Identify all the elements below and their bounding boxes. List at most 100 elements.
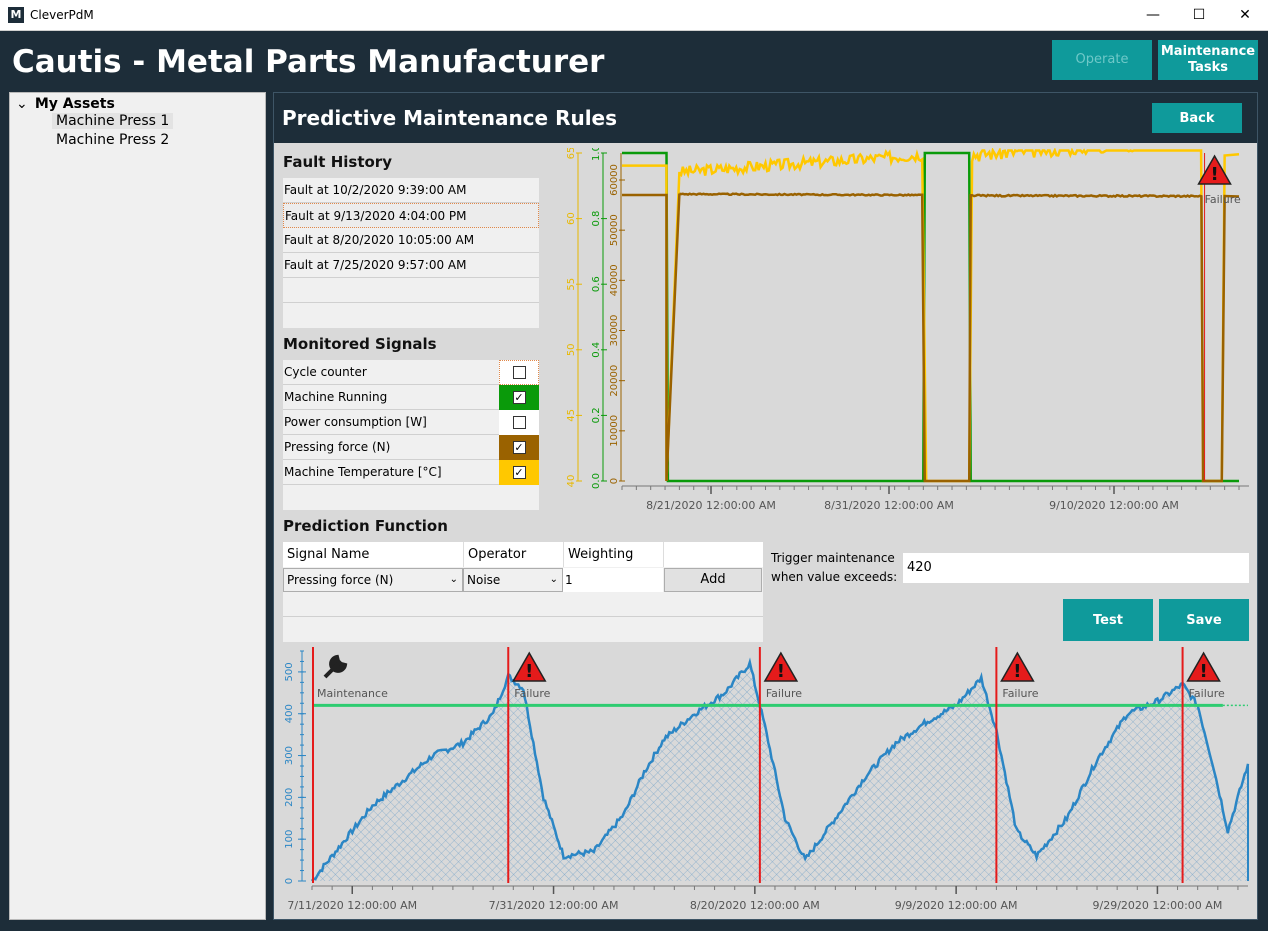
prediction-area [312,662,1248,881]
empty-row [283,592,763,617]
failure-label: Failure [1205,193,1241,206]
x-tick-label: 8/21/2020 12:00:00 AM [646,499,776,512]
warning-mark: ! [1013,661,1021,682]
y-tick-label: 50 [566,343,577,356]
maintenance-tasks-button[interactable]: Maintenance Tasks [1158,40,1258,80]
col-header-signal: Signal Name [283,542,463,567]
y-tick-label: 55 [566,278,577,291]
warning-mark: ! [1199,661,1207,682]
trigger-threshold-input[interactable]: 420 [903,553,1249,583]
fault-row[interactable]: Fault at 7/25/2020 9:57:00 AM [283,253,539,278]
series-machine-temperature [622,148,1240,483]
y-tick-label: 300 [284,746,295,765]
series-pressing-force [622,192,1240,483]
empty-row [283,278,539,303]
y-tick-label: 40 [566,475,577,488]
x-tick-label: 9/9/2020 12:00:00 AM [895,899,1018,912]
signal-color-cell: ✓ [499,460,539,485]
weighting-input[interactable]: 1 [563,568,663,592]
operator-select[interactable]: Noise ⌄ [463,568,563,592]
back-button[interactable]: Back [1152,103,1242,133]
y-tick-label: 10000 [609,415,620,447]
prediction-line [310,657,1250,882]
signal-checkbox[interactable]: ✓ [512,466,526,479]
warning-icon: ! [1186,651,1221,682]
col-header-action [663,542,763,567]
minimize-button[interactable]: — [1146,7,1160,23]
signal-row: Machine Running ✓ [283,385,539,410]
prediction-chart: 0 100 200 300 400 500 7/11/2020 12:00:00 AM 7/3… [276,645,1256,917]
y-tick-label: 400 [284,704,295,723]
y-tick-label: 45 [566,409,577,422]
y-tick-label: 0.8 [591,211,602,227]
y-tick-label: 65 [566,148,577,159]
add-button[interactable]: Add [664,568,762,592]
page-title: Cautis - Metal Parts Manufacturer [12,44,605,80]
x-tick-label: 9/10/2020 12:00:00 AM [1049,499,1179,512]
panel-header: Predictive Maintenance Rules Back [274,93,1257,143]
chevron-down-icon: ⌄ [549,574,558,585]
warning-icon: ! [511,651,547,682]
x-tick-label: 9/29/2020 12:00:00 AM [1093,899,1223,912]
event-label: Failure [1002,687,1038,700]
y-tick-label: 20000 [609,365,620,397]
warning-triangle [1186,651,1221,682]
signal-row: Cycle counter [283,360,539,385]
fault-row[interactable]: Fault at 10/2/2020 9:39:00 AM [283,178,539,203]
signal-color-cell [499,410,539,435]
fault-row[interactable]: Fault at 8/20/2020 10:05:00 AM [283,228,539,253]
warning-icon: ! [1000,651,1035,682]
chevron-down-icon[interactable]: ⌄ [16,96,28,112]
signal-row: Machine Temperature [°C] ✓ [283,460,539,485]
panel-title: Predictive Maintenance Rules [282,106,618,130]
warning-mark: ! [1210,164,1218,185]
operate-button[interactable]: Operate [1052,40,1152,80]
y-tick-label: 1.0 [591,148,602,161]
y-tick-label: 0 [284,878,295,884]
y-tick-label: 60 [566,212,577,225]
save-button[interactable]: Save [1159,599,1249,641]
y-tick-label: 60000 [609,164,620,196]
test-button[interactable]: Test [1063,599,1153,641]
signal-label: Machine Temperature [°C] [284,465,442,479]
x-tick-label: 8/20/2020 12:00:00 AM [690,899,820,912]
event-label: Failure [1189,687,1225,700]
tree-item-machine-press-1[interactable]: Machine Press 1 [52,113,174,129]
y-tick-label: 0.6 [591,276,602,292]
signal-checkbox[interactable] [512,366,526,379]
fault-history-list: Fault at 10/2/2020 9:39:00 AM Fault at 9… [283,178,539,328]
fault-row[interactable]: Fault at 9/13/2020 4:04:00 PM [283,203,539,228]
asset-tree: ⌄ My Assets Machine Press 1 Machine Pres… [9,92,266,920]
signal-label: Pressing force (N) [284,440,391,454]
signal-checkbox[interactable]: ✓ [512,441,526,454]
signal-checkbox[interactable]: ✓ [512,391,526,404]
signal-color-cell [499,360,539,385]
maximize-button[interactable]: ☐ [1192,7,1206,23]
fault-history-title: Fault History [283,153,392,171]
warning-icon: ! [763,651,799,682]
app-logo-icon: M [8,7,24,23]
y-tick-label: 0.4 [591,342,602,358]
warning-triangle [1000,651,1035,682]
signal-row: Power consumption [W] [283,410,539,435]
y-tick-label: 0 [609,478,620,484]
event-label: Failure [766,687,802,700]
warning-mark: ! [525,661,533,682]
warning-icon: ! [1197,154,1232,185]
signal-name-select[interactable]: Pressing force (N) ⌄ [283,568,463,592]
x-tick-label: 7/31/2020 12:00:00 AM [489,899,619,912]
tree-root[interactable]: ⌄ My Assets [16,96,115,112]
x-tick-label: 8/31/2020 12:00:00 AM [824,499,954,512]
close-button[interactable]: ✕ [1239,7,1251,23]
wrench-shape [323,654,348,679]
y-tick-label: 500 [284,662,295,681]
signal-label: Machine Running [284,390,388,404]
window-titlebar: M CleverPdM — ☐ ✕ [0,0,1268,31]
signal-checkbox[interactable] [512,416,526,429]
tree-item-machine-press-2[interactable]: Machine Press 2 [56,132,170,148]
warning-triangle [1197,154,1232,185]
signals-chart: 40 45 50 55 60 65 0.0 0.2 0.4 0.6 0.8 1.0 0 10000 2000… [559,148,1254,518]
y-tick-label: 0.0 [591,473,602,489]
col-header-operator: Operator [463,542,563,567]
trigger-label-line1: Trigger maintenance [771,551,895,565]
